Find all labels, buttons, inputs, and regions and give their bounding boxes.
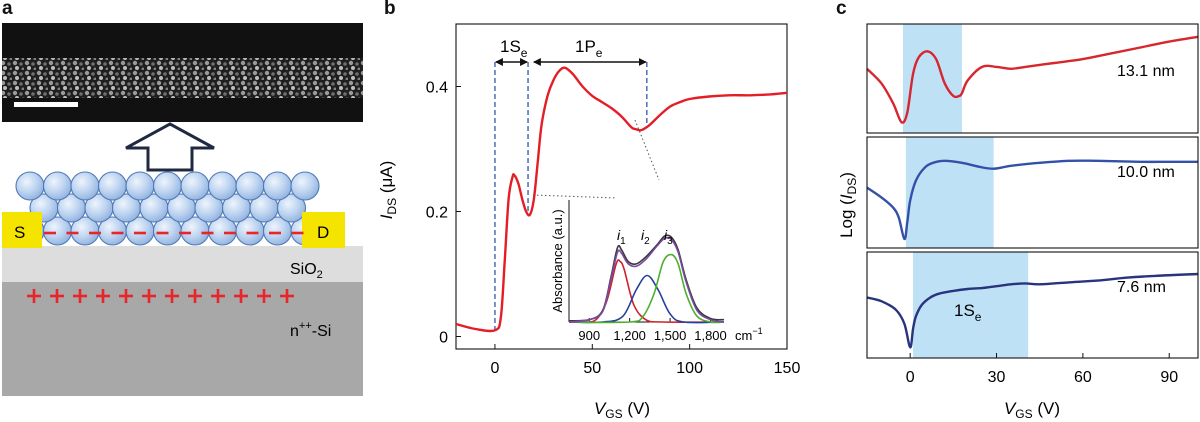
annotation-c-1se: 1Se [954,301,982,324]
inset-series-i3 [568,253,725,324]
inset-connector-left [532,194,618,199]
panel-letter-a: a [2,0,13,19]
inset-series-i2 [568,274,725,324]
quantum-dot [276,193,307,223]
quantum-dot [97,171,128,201]
oxide-layer [2,246,363,282]
subplot-frame [866,136,1199,249]
log-ids-curve [866,35,1199,124]
panel-a: S D SiO2 n++-Si [2,23,363,396]
scale-bar [14,102,78,107]
panel-c-subplots: 13.1 nm 10.0 nm 7.6 nm [866,23,1199,359]
quantum-dot [262,171,293,201]
y-tick-label: 0.4 [426,80,448,97]
panel-letter-c: c [836,0,847,19]
y-tick-label: 0 [439,330,448,347]
source-electrode [2,212,42,248]
ids-vs-vgs-curve [455,66,788,333]
panel-b-y-axis-label: IDS (μA) [377,161,399,220]
drain-label: D [317,223,329,242]
c-x-tick-label: 90 [1160,369,1178,386]
panel-c: 13.1 nm 10.0 nm 7.6 nm 0 30 60 90 Log (IDS) V… [837,23,1199,421]
tem-nanocrystal-film [2,58,363,98]
x-tick-label: 100 [676,360,703,377]
subplot-frame [866,251,1199,359]
quantum-dot [15,171,45,201]
drain-electrode [302,212,345,248]
subplot-frame [866,23,1199,134]
log-ids-curve [866,272,1199,349]
panel-b-x-axis-label: VGS (V) [594,399,650,421]
inset-peak-label: i3 [664,227,673,247]
quantum-dot [290,171,320,201]
c-x-tick-label: 30 [988,369,1006,386]
quantum-dot [125,171,155,201]
quantum-dot [180,171,210,201]
inset-connector-right [634,119,660,181]
y-tick-label: 0.2 [426,205,448,222]
panel-b-frame [455,23,788,350]
x-tick-label: 150 [774,360,801,377]
inset-series-measured [568,234,725,322]
inset-x-unit: cm−1 [735,326,763,343]
substrate-label: n++-Si [290,320,331,340]
inset-x-tick-label: 1,800 [694,328,727,343]
size-label: 10.0 nm [1117,164,1175,181]
inset-peak-label: i2 [641,227,650,247]
quantum-dot [207,171,238,201]
x-tick-label: 50 [583,360,601,377]
panel-c-y-axis-label: Log (IDS) [837,172,859,238]
shaded-region [913,252,1029,358]
c-x-tick-label: 60 [1074,369,1092,386]
panel-c-x-axis: 0 30 60 90 [906,353,1178,386]
up-arrow-icon [125,122,215,172]
panel-b: 0 50 100 150 0 0.2 0.4 1Se 1Pe 900 1,200 1,500 1,… [377,23,801,421]
size-label: 7.6 nm [1117,279,1166,296]
shaded-region [905,137,994,248]
inset-x-tick-label: 1,200 [613,328,646,343]
panel-c-x-axis-label: VGS (V) [1004,399,1060,421]
quantum-dot [152,171,183,201]
substrate-layer [2,282,363,396]
inset-x-tick-label: 900 [578,328,600,343]
panel-b-axes: 0 50 100 150 0 0.2 0.4 [426,23,801,377]
absorbance-inset: 900 1,200 1,500 1,800 cm−1 Absorbance (a.u.) i… [550,200,763,343]
panel-letter-b: b [384,0,396,19]
inset-x-tick-label: 1,500 [654,328,687,343]
annotation-1se: 1Se [500,37,528,60]
oxide-label: SiO2 [290,261,323,281]
source-label: S [14,223,25,242]
inset-series-fit [568,236,725,323]
annotation-1pe: 1Pe [575,37,603,60]
inset-peak-label: i1 [617,227,626,247]
panel-b-guide-lines [494,62,648,331]
quantum-dot [235,171,265,201]
x-tick-label: 0 [490,360,499,377]
quantum-dot [70,171,100,201]
quantum-dot [42,171,73,201]
log-ids-curve [866,159,1198,241]
size-label: 13.1 nm [1117,63,1175,80]
inset-y-axis-label: Absorbance (a.u.) [550,209,565,312]
hole-charges [27,289,294,303]
c-x-tick-label: 0 [906,369,915,386]
